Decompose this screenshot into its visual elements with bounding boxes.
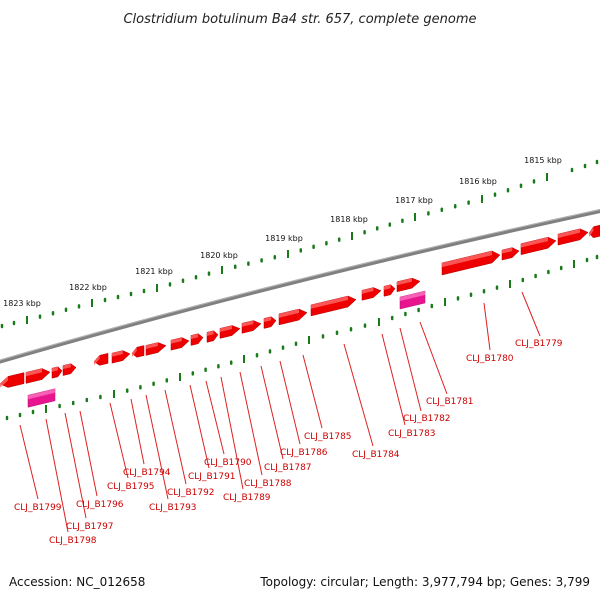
- label-leader-line: [302, 354, 323, 429]
- rna-feature: [399, 290, 426, 310]
- gene-arrow: [396, 277, 421, 293]
- gene-label: CLJ_B1797: [66, 522, 114, 532]
- gene-label: CLJ_B1783: [388, 429, 436, 439]
- label-leader-line: [19, 424, 39, 500]
- scale-label: 1817 kbp: [395, 196, 433, 205]
- label-leader-line: [205, 380, 225, 455]
- scale-label: 1820 kbp: [200, 251, 238, 260]
- scale-label: 1819 kbp: [265, 234, 303, 243]
- gene-label: CLJ_B1784: [352, 450, 400, 460]
- gene-label: CLJ_B1791: [188, 472, 236, 482]
- gene-arrow: [62, 363, 77, 376]
- label-leader-line: [239, 371, 263, 476]
- genome-backbone: [0, 209, 600, 364]
- gene-arrow: [501, 247, 520, 261]
- accession-text: Accession: NC_012658: [9, 575, 145, 589]
- gene-arrow: [131, 345, 145, 358]
- gene-label: CLJ_B1798: [49, 536, 97, 546]
- gene-arrow: [190, 333, 204, 346]
- gene-arrow: [51, 366, 63, 379]
- gene-label: CLJ_B1781: [426, 397, 474, 407]
- gene-label: CLJ_B1782: [403, 414, 451, 424]
- label-leader-line: [109, 402, 129, 479]
- gene-label: CLJ_B1787: [264, 463, 312, 473]
- label-leader-line: [381, 333, 406, 426]
- gene-label: CLJ_B1795: [107, 482, 155, 492]
- label-leader-line: [343, 343, 374, 447]
- gene-features: [0, 224, 600, 408]
- gene-arrow: [0, 372, 25, 388]
- scale-label: 1815 kbp: [524, 156, 562, 165]
- scale-label: 1821 kbp: [135, 267, 173, 276]
- scale-label: 1823 kbp: [3, 299, 41, 308]
- gene-label: CLJ_B1785: [304, 432, 352, 442]
- scale-label: 1816 kbp: [459, 177, 497, 186]
- gene-arrow: [263, 316, 277, 329]
- gene-label: CLJ_B1799: [14, 503, 62, 513]
- topology-text: Topology: circular; Length: 3,977,794 bp…: [259, 575, 590, 589]
- gene-arrow: [206, 330, 219, 343]
- gene-arrow: [219, 325, 241, 339]
- inner-scale-track: [5, 254, 599, 421]
- gene-arrow: [441, 250, 501, 276]
- gene-label: CLJ_B1789: [223, 493, 271, 503]
- label-leader-line: [220, 376, 244, 490]
- gene-label: CLJ_B1794: [123, 468, 171, 478]
- gene-arrow: [145, 342, 167, 356]
- gene-label: CLJ_B1788: [244, 479, 292, 489]
- scale-label: 1818 kbp: [330, 215, 368, 224]
- label-leader-line: [79, 410, 98, 497]
- label-leader-line: [164, 389, 187, 485]
- label-leader-line: [260, 365, 284, 460]
- gene-arrow: [170, 337, 190, 351]
- label-leader-line: [483, 302, 491, 351]
- gene-label: CLJ_B1792: [167, 488, 215, 498]
- scale-labels: 1815 kbp 1816 kbp 1817 kbp 1818 kbp 1819 kbp…: [3, 156, 562, 308]
- gene-arrow: [520, 236, 557, 256]
- label-leaders: [19, 291, 541, 533]
- gene-label: CLJ_B1793: [149, 503, 197, 513]
- gene-arrow: [361, 287, 382, 301]
- gene-arrow: [557, 228, 589, 246]
- gene-arrow: [278, 308, 308, 326]
- gene-arrow: [241, 320, 262, 334]
- label-leader-line: [130, 398, 145, 465]
- gene-label: CLJ_B1780: [466, 354, 514, 364]
- label-leader-line: [279, 360, 301, 445]
- label-leader-line: [189, 384, 210, 469]
- gene-label: CLJ_B1786: [280, 448, 328, 458]
- gene-arrow: [588, 224, 600, 239]
- label-leader-line: [419, 321, 448, 395]
- gene-label: CLJ_B1790: [204, 458, 252, 468]
- map-title: Clostridium botulinum Ba4 str. 657, comp…: [123, 12, 476, 27]
- gene-arrow: [25, 368, 51, 384]
- gene-arrow: [310, 295, 357, 317]
- label-leader-line: [521, 291, 541, 337]
- label-leader-line: [45, 418, 69, 533]
- gene-label: CLJ_B1796: [76, 500, 124, 510]
- gene-arrow: [111, 350, 131, 364]
- label-leader-line: [399, 327, 422, 412]
- label-leader-line: [145, 394, 169, 500]
- outer-scale-track: [0, 159, 599, 329]
- rna-feature: [27, 388, 56, 408]
- scale-label: 1822 kbp: [69, 283, 107, 292]
- label-leader-line: [64, 412, 87, 519]
- gene-label: CLJ_B1779: [515, 339, 563, 349]
- gene-arrow: [93, 353, 109, 366]
- gene-arrow: [383, 284, 396, 297]
